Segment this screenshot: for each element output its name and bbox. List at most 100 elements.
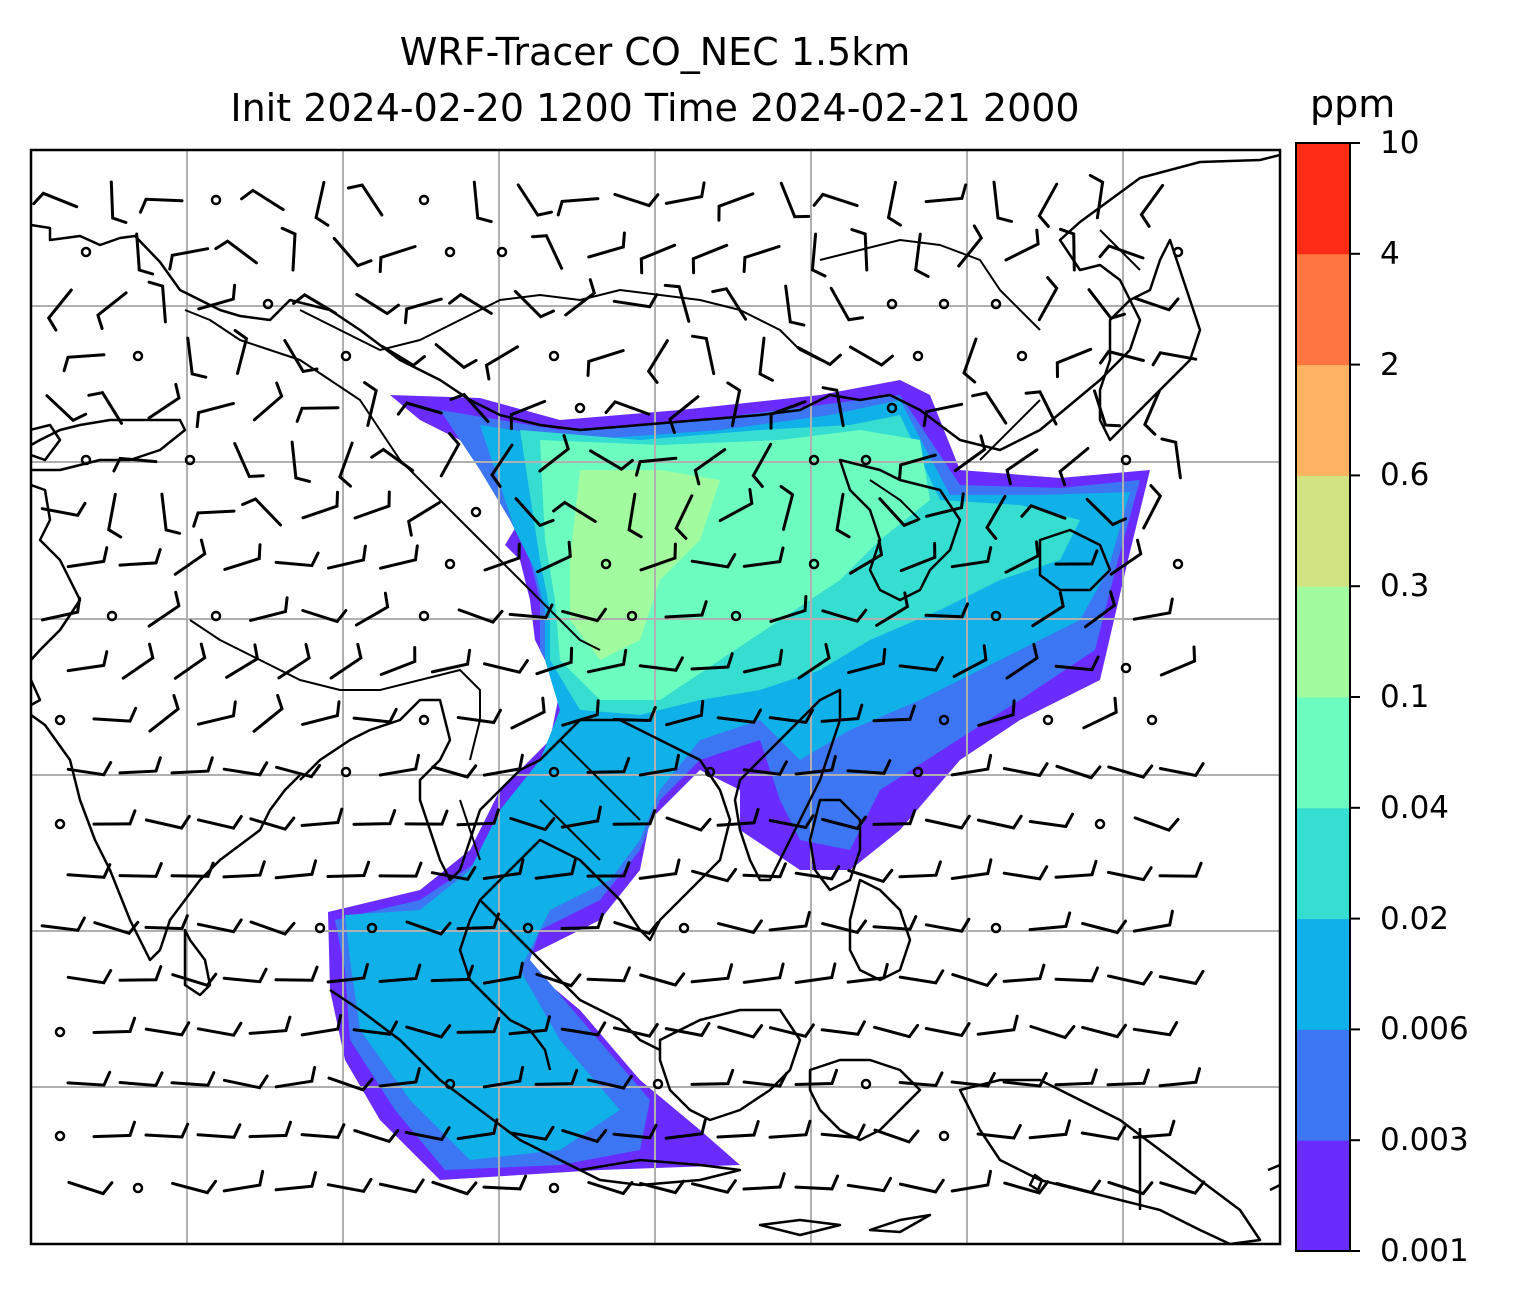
wind-barb	[768, 1119, 812, 1139]
wind-barb	[1132, 597, 1174, 621]
calm-wind-marker	[132, 350, 144, 362]
calm-wind-marker	[938, 1130, 950, 1142]
wind-barb	[534, 1068, 579, 1086]
wind-barb	[482, 1065, 525, 1089]
wind-barb	[846, 1176, 893, 1193]
colorbar-tick-label: 0.001	[1380, 1233, 1469, 1269]
wind-barb	[1107, 764, 1154, 779]
wind-barb	[196, 1123, 242, 1139]
wind-barb	[482, 753, 524, 777]
wind-barb	[195, 401, 235, 429]
wind-barb	[222, 1074, 269, 1090]
wind-barb	[92, 706, 138, 723]
wind-barb	[873, 1128, 920, 1144]
wind-barb	[448, 292, 493, 315]
wind-barb	[1024, 390, 1058, 426]
wind-barb	[40, 596, 82, 622]
wind-barb	[872, 809, 917, 826]
wind-barb	[1158, 969, 1205, 986]
wind-barb	[612, 706, 657, 723]
wind-barb	[872, 704, 916, 723]
wind-barb	[1139, 183, 1165, 228]
wind-barb	[535, 972, 582, 988]
wind-barb	[663, 283, 691, 323]
wind-barb	[690, 652, 734, 671]
wind-barb	[821, 815, 867, 831]
wind-barb	[586, 861, 631, 878]
wind-barb	[925, 492, 965, 518]
wind-barb	[352, 707, 398, 724]
wind-barb	[1054, 859, 1098, 879]
wind-barb	[589, 449, 634, 472]
wind-barb	[1142, 484, 1163, 530]
wind-barb	[484, 345, 519, 381]
wind-barb	[118, 965, 163, 982]
wind-barb	[950, 1072, 996, 1088]
wind-barb	[508, 1015, 551, 1036]
wind-barb	[509, 399, 547, 431]
wind-barb	[639, 542, 677, 572]
wind-barb	[561, 699, 600, 727]
wind-barb	[646, 339, 669, 384]
wind-barb	[346, 183, 384, 217]
wind-barb	[535, 646, 574, 676]
wind-barb	[508, 603, 554, 620]
wind-barb	[821, 919, 867, 935]
wind-barb	[509, 817, 556, 832]
wind-barb	[846, 962, 889, 984]
wind-barb	[586, 648, 628, 674]
calm-wind-marker	[418, 610, 430, 622]
calm-wind-marker	[262, 298, 274, 310]
wind-barb	[742, 760, 788, 776]
wind-barb	[898, 860, 942, 879]
wind-barb	[794, 754, 837, 776]
wind-barb	[924, 183, 968, 204]
wind-barb	[109, 180, 128, 224]
wind-barb	[976, 1124, 1022, 1140]
wind-barb	[290, 440, 311, 483]
wind-barb	[449, 392, 490, 423]
wind-barb	[300, 1123, 346, 1139]
wind-barb	[379, 544, 419, 570]
wind-barb	[404, 1126, 451, 1142]
wind-barb	[768, 814, 815, 830]
wind-barb	[742, 962, 785, 984]
colorbar-segment	[1296, 475, 1350, 587]
wind-barb	[758, 336, 774, 382]
wind-barb	[66, 1070, 112, 1087]
colorbar-segment	[1296, 807, 1350, 920]
calm-wind-marker	[1146, 714, 1158, 726]
wind-barb	[664, 1118, 707, 1140]
wind-barb	[1099, 349, 1145, 365]
wind-barb	[170, 756, 214, 775]
colorbar-segment	[1296, 586, 1350, 698]
coastlines	[31, 153, 1280, 1244]
wind-barb	[222, 1169, 265, 1193]
wind-barb	[173, 538, 207, 576]
wind-barb	[711, 287, 748, 321]
wind-barb	[148, 694, 180, 733]
wind-barb	[898, 1178, 945, 1194]
wind-barb	[820, 703, 864, 723]
wind-barb	[638, 656, 684, 672]
wind-barb	[1055, 1179, 1101, 1195]
wind-barb	[976, 814, 1023, 830]
wind-barb	[794, 1174, 840, 1191]
calm-wind-marker	[990, 298, 1002, 310]
wind-barb	[147, 280, 167, 324]
wind-barb	[107, 492, 123, 539]
wind-barb	[378, 963, 422, 983]
wind-barb	[1029, 1025, 1076, 1040]
wind-barb	[587, 1181, 634, 1196]
wind-barb	[378, 861, 423, 878]
wind-barb	[510, 696, 546, 730]
wind-barb	[718, 488, 754, 523]
wind-barb	[275, 763, 322, 779]
wind-barb	[742, 546, 785, 568]
wind-barb	[922, 402, 964, 427]
wind-barb	[252, 693, 284, 733]
calm-wind-marker	[496, 246, 508, 258]
wind-barb	[456, 912, 500, 931]
wind-barb	[197, 283, 237, 311]
wind-barb	[222, 860, 266, 879]
